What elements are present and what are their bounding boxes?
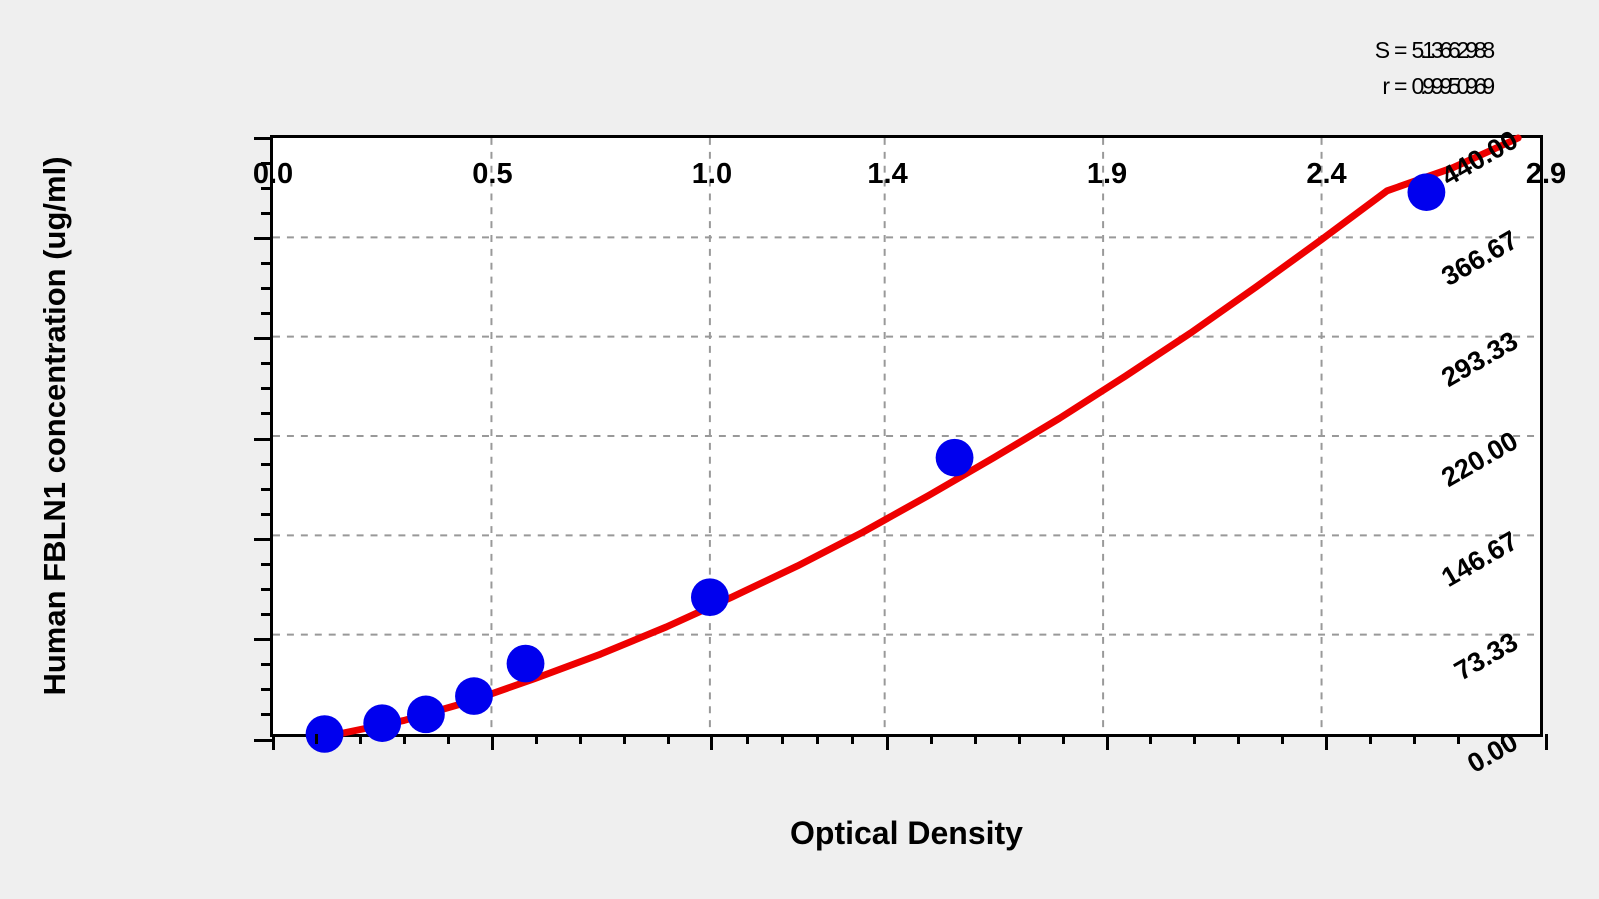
y-tick-minor: [261, 688, 273, 692]
y-tick-major: [254, 638, 273, 642]
y-tick-minor: [261, 261, 273, 265]
y-tick-major: [254, 136, 273, 140]
stat-line-s: S = 5.13662988: [1375, 32, 1495, 68]
y-tick-label: 0.00: [1462, 726, 1524, 779]
x-tick-label: 2.4: [1306, 158, 1347, 190]
x-tick-label: 1.9: [1086, 158, 1128, 190]
stat-value-r: 0.99950969: [1411, 73, 1495, 99]
y-axis-title: Human FBLN1 concentration (ug/ml): [37, 156, 72, 696]
data-point-marker: [455, 677, 493, 715]
grid-layer: [273, 138, 1540, 734]
stat-value-s: 5.13662988: [1411, 37, 1495, 63]
data-point-marker: [506, 644, 545, 683]
fit-statistics: S = 5.13662988 r = 0.99950969: [1375, 32, 1495, 104]
x-tick-minor: [1017, 734, 1021, 744]
plot-area: 0.0 0.5 1.0 1.4 1.9 2.4 2.9 0.00 73.33 146.67 220…: [253, 125, 1566, 779]
data-point-marker: [690, 578, 729, 617]
x-tick-label: 1.4: [867, 158, 908, 190]
y-tick-major: [254, 337, 273, 341]
x-tick-minor: [622, 734, 626, 744]
data-point-marker: [305, 715, 344, 753]
x-tick-minor: [1412, 734, 1416, 744]
y-tick-minor: [261, 588, 273, 591]
data-layer: [305, 134, 1522, 753]
y-tick-major: [254, 537, 273, 541]
y-tick-major: [254, 236, 273, 240]
data-point-marker: [363, 704, 402, 742]
x-tick-minor: [973, 734, 977, 744]
data-point-marker: [935, 438, 974, 477]
x-tick-minor: [1456, 734, 1460, 744]
x-tick-minor: [534, 734, 538, 744]
x-tick-label: 2.9: [1525, 158, 1567, 190]
x-tick-minor: [447, 734, 451, 744]
x-tick-minor: [1061, 734, 1065, 744]
x-tick-minor: [815, 734, 819, 744]
stat-label-r: r: [1382, 73, 1391, 99]
x-tick-minor: [1368, 734, 1372, 744]
x-tick-label: 1.0: [691, 158, 733, 190]
x-tick-major: [710, 734, 714, 750]
x-tick-minor: [578, 734, 582, 744]
y-tick-minor: [261, 211, 273, 215]
y-tick-minor: [261, 412, 273, 416]
x-tick-major: [490, 734, 494, 750]
x-tick-label: 0.5: [472, 158, 513, 190]
y-tick-minor: [261, 713, 273, 717]
x-tick-minor: [403, 734, 407, 744]
y-tick-minor: [261, 312, 273, 316]
y-tick-minor: [261, 512, 273, 516]
x-tick-minor: [1500, 734, 1504, 744]
data-point-marker: [407, 695, 445, 734]
y-tick-minor: [261, 287, 273, 290]
x-tick-minor: [1149, 734, 1153, 744]
y-tick-minor: [261, 613, 273, 617]
data-point-marker: [1407, 173, 1446, 211]
fit-curve: [335, 134, 1522, 738]
y-tick-minor: [261, 562, 273, 566]
y-tick-major: [254, 437, 273, 441]
y-tick-minor: [261, 161, 273, 165]
stat-equals-r: =: [1394, 73, 1408, 99]
x-tick-minor: [745, 734, 749, 744]
x-tick-minor: [780, 734, 784, 744]
x-tick-minor: [315, 734, 319, 744]
stat-equals-s: =: [1394, 37, 1408, 63]
x-tick-major: [886, 734, 890, 750]
x-tick-label: 0.0: [252, 158, 294, 190]
x-tick-major: [1105, 734, 1109, 750]
x-tick-minor: [1193, 734, 1197, 744]
y-tick-minor: [261, 362, 273, 366]
x-tick-minor: [850, 734, 854, 744]
y-tick-minor: [261, 487, 273, 491]
y-tick-major: [254, 738, 273, 742]
x-tick-minor: [1237, 734, 1241, 744]
x-tick-minor: [666, 734, 670, 744]
x-tick-minor: [1281, 734, 1285, 744]
stat-label-s: S: [1374, 37, 1391, 63]
x-tick-major: [1544, 734, 1548, 750]
y-tick-minor: [261, 186, 273, 190]
y-tick-minor: [261, 462, 273, 466]
x-tick-major: [271, 734, 275, 750]
x-tick-major: [1325, 734, 1329, 750]
x-axis-title: Optical Density: [790, 815, 1023, 851]
x-tick-minor: [929, 734, 933, 744]
y-tick-minor: [261, 663, 273, 667]
x-tick-minor: [359, 734, 363, 744]
stat-line-r: r = 0.99950969: [1375, 68, 1495, 104]
y-tick-minor: [261, 387, 273, 391]
